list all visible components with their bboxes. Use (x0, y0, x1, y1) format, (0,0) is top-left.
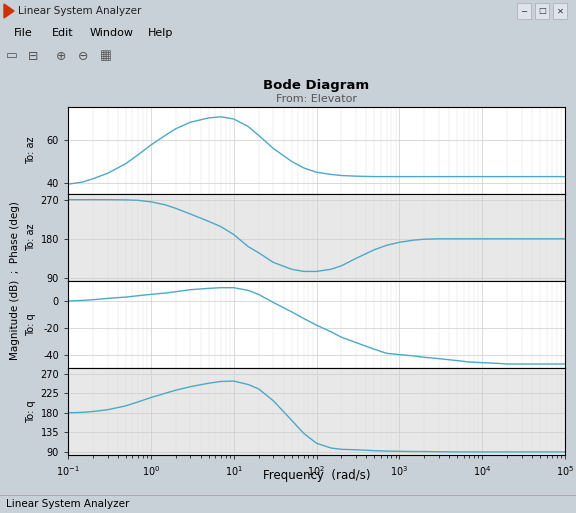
Text: ─: ─ (521, 7, 526, 15)
Text: Linear System Analyzer: Linear System Analyzer (6, 499, 130, 509)
Text: Frequency  (rad/s): Frequency (rad/s) (263, 469, 370, 483)
Text: To: az: To: az (26, 224, 36, 251)
Text: File: File (14, 28, 33, 38)
Text: ⊟: ⊟ (28, 49, 39, 63)
Text: Magnitude (dB)  ;  Phase (deg): Magnitude (dB) ; Phase (deg) (10, 202, 20, 361)
FancyBboxPatch shape (553, 3, 567, 19)
Text: From: Elevator: From: Elevator (276, 94, 357, 104)
Text: ⊕: ⊕ (56, 49, 66, 63)
Text: Edit: Edit (52, 28, 74, 38)
Text: ▦: ▦ (100, 49, 112, 63)
Text: Bode Diagram: Bode Diagram (263, 80, 370, 92)
Text: Linear System Analyzer: Linear System Analyzer (18, 6, 141, 16)
Text: To: az: To: az (26, 137, 36, 164)
Text: ⊖: ⊖ (78, 49, 89, 63)
Text: ✕: ✕ (556, 7, 563, 15)
FancyBboxPatch shape (517, 3, 531, 19)
Polygon shape (4, 4, 14, 18)
Text: To: q: To: q (26, 400, 36, 423)
Text: Window: Window (90, 28, 134, 38)
FancyBboxPatch shape (535, 3, 549, 19)
Text: ▭: ▭ (6, 49, 18, 63)
Text: To: q: To: q (26, 313, 36, 336)
Text: Help: Help (148, 28, 173, 38)
Text: □: □ (538, 7, 546, 15)
